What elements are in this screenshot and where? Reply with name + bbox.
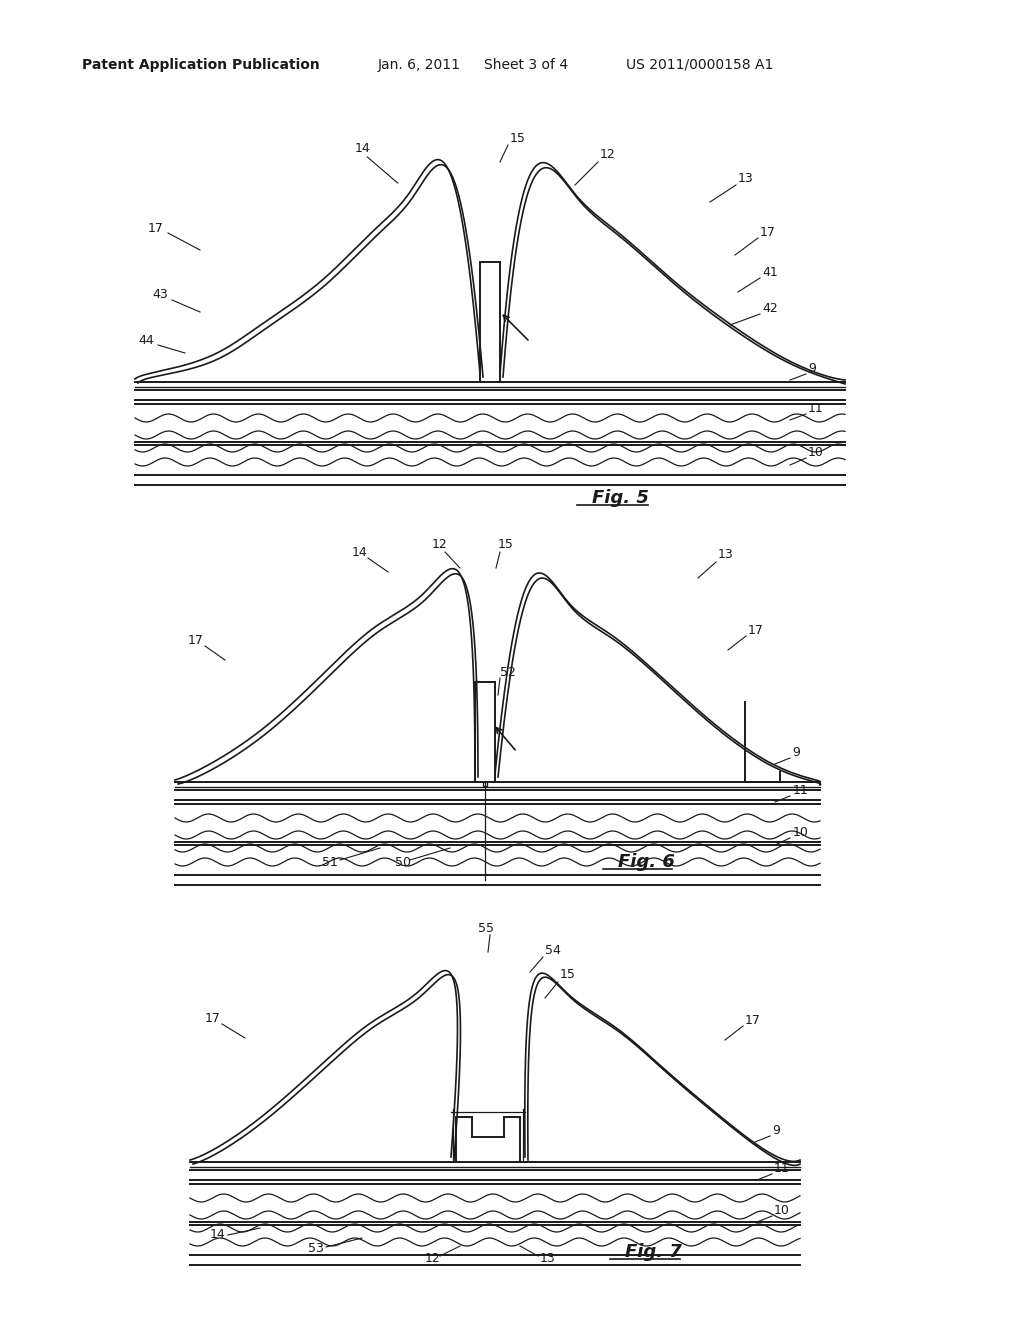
Text: Fig. 5: Fig. 5 [592,488,649,507]
Text: 54: 54 [545,944,561,957]
Text: 51: 51 [322,855,338,869]
Text: 14: 14 [210,1229,225,1242]
Text: 52: 52 [500,665,516,678]
Text: 17: 17 [188,634,204,647]
Text: 55: 55 [478,921,494,935]
Text: 11: 11 [774,1162,790,1175]
Text: 17: 17 [205,1011,221,1024]
Text: 13: 13 [718,549,734,561]
Text: 17: 17 [748,623,764,636]
Text: 11: 11 [808,401,823,414]
Text: 10: 10 [808,446,824,458]
Text: 10: 10 [774,1204,790,1217]
Text: 17: 17 [745,1014,761,1027]
Text: 50: 50 [395,855,411,869]
Text: 10: 10 [793,825,809,838]
Text: 17: 17 [760,226,776,239]
Text: 14: 14 [352,545,368,558]
Text: 12: 12 [600,149,615,161]
Text: 41: 41 [762,265,778,279]
Text: 17: 17 [148,222,164,235]
Text: Fig. 7: Fig. 7 [625,1243,682,1261]
Text: 15: 15 [498,539,514,552]
Text: 14: 14 [355,141,371,154]
Text: 53: 53 [308,1242,324,1254]
Text: 13: 13 [738,172,754,185]
Text: US 2011/0000158 A1: US 2011/0000158 A1 [626,58,773,73]
Text: 15: 15 [510,132,526,144]
Text: 11: 11 [793,784,809,796]
Text: 15: 15 [560,969,575,982]
Text: 42: 42 [762,301,778,314]
Text: 9: 9 [808,362,816,375]
Text: 12: 12 [425,1251,440,1265]
Text: Fig. 6: Fig. 6 [618,853,675,871]
Text: Jan. 6, 2011: Jan. 6, 2011 [378,58,461,73]
Bar [483,781,487,785]
Text: 44: 44 [138,334,154,346]
Text: 13: 13 [540,1251,556,1265]
Text: 12: 12 [432,539,447,552]
Text: 43: 43 [152,289,168,301]
Text: 9: 9 [792,746,800,759]
Text: 9: 9 [772,1123,780,1137]
Text: Patent Application Publication: Patent Application Publication [82,58,319,73]
Text: Sheet 3 of 4: Sheet 3 of 4 [484,58,568,73]
